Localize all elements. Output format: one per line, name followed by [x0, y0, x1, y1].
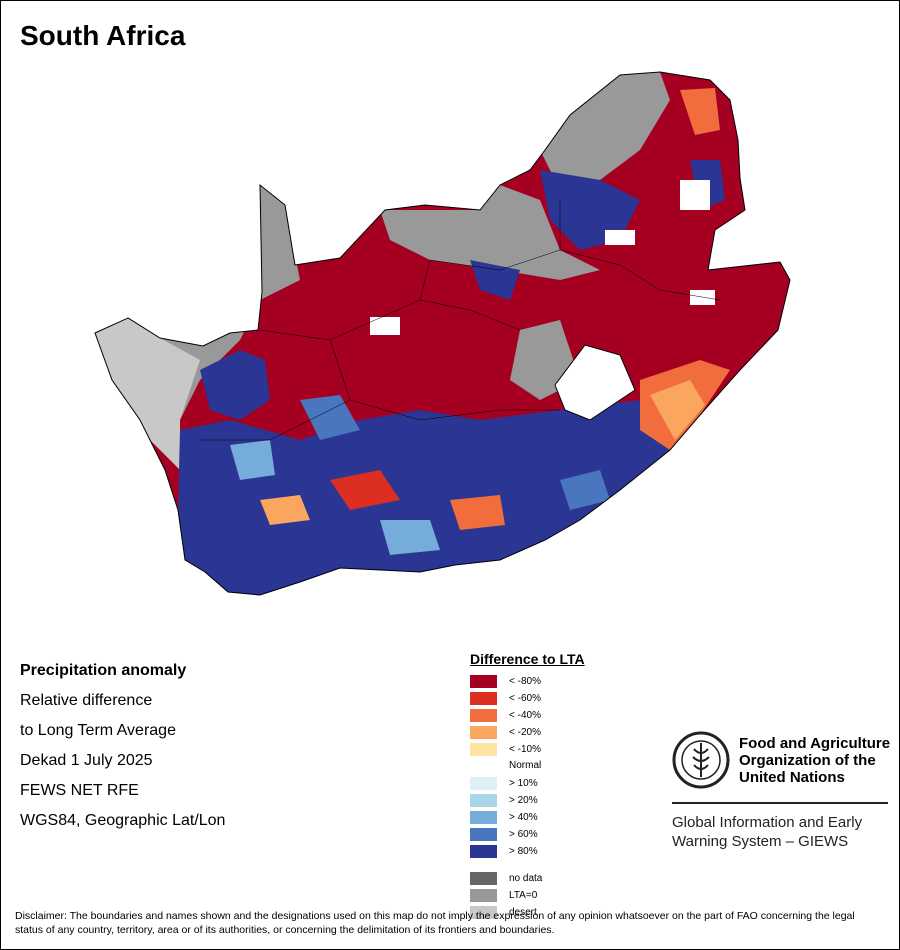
sa-land — [95, 72, 790, 595]
legend-label: < -20% — [509, 727, 541, 738]
disclaimer: Disclaimer: The boundaries and names sho… — [15, 910, 855, 936]
legend-rows: < -80% < -60% < -40% < -20% < -10% Normal > 10… — [470, 673, 585, 860]
giews-line-1: Global Information and Early — [672, 814, 863, 831]
fao-name-line-3: United Nations — [739, 769, 845, 786]
map-info: Precipitation anomaly Relative differenc… — [20, 656, 225, 836]
legend-item: > 60% — [470, 826, 585, 843]
legend-title: Difference to LTA — [470, 651, 585, 667]
legend-label: < -80% — [509, 676, 541, 687]
precipitation-anomaly-map — [94, 71, 791, 596]
legend-label: > 20% — [509, 795, 538, 806]
info-line-6: WGS84, Geographic Lat/Lon — [20, 812, 226, 829]
fao-divider — [672, 802, 888, 804]
fao-name-line-2: Organization of the — [739, 752, 876, 769]
legend-item: < -80% — [470, 673, 585, 690]
fao-name-line-1: Food and Agriculture — [739, 735, 891, 752]
legend-item: > 40% — [470, 809, 585, 826]
legend-label: no data — [509, 873, 543, 884]
legend-label: < -40% — [509, 710, 541, 721]
legend-extra-item: no data — [470, 870, 585, 887]
legend-swatch — [470, 726, 497, 739]
legend-extra: no data LTA=0 desert — [470, 870, 585, 921]
legend-label: Normal — [509, 760, 542, 771]
giews-name: Global Information and Early Warning Sys… — [672, 813, 900, 851]
legend-swatch — [470, 906, 497, 919]
giews-line-2: Warning System – GIEWS — [672, 833, 849, 850]
legend-label: desert — [509, 907, 537, 918]
legend-item: > 80% — [470, 843, 585, 860]
legend-swatch — [470, 889, 497, 902]
legend-swatch — [470, 845, 497, 858]
legend-extra-item: desert — [470, 904, 585, 921]
legend-item: < -40% — [470, 707, 585, 724]
lesotho-outline — [554, 344, 636, 421]
legend-label: > 10% — [509, 778, 538, 789]
legend-swatch — [470, 692, 497, 705]
legend-label: > 40% — [509, 812, 538, 823]
legend-item: Normal — [470, 758, 585, 775]
legend-swatch — [470, 777, 497, 790]
info-line-4: Dekad 1 July 2025 — [20, 752, 153, 769]
legend-swatch — [470, 811, 497, 824]
legend-swatch — [470, 794, 497, 807]
fao-emblem-icon — [672, 731, 730, 789]
legend-swatch — [470, 872, 497, 885]
legend-label: < -60% — [509, 693, 541, 704]
legend-swatch — [470, 828, 497, 841]
legend-item: > 10% — [470, 775, 585, 792]
legend-label: > 80% — [509, 846, 538, 857]
legend-swatch — [470, 709, 497, 722]
legend-swatch — [470, 675, 497, 688]
legend: Difference to LTA < -80% < -60% < -40% < -2… — [470, 651, 585, 921]
info-line-3: to Long Term Average — [20, 722, 176, 739]
map-title: South Africa — [20, 20, 186, 51]
fao-name: Food and Agriculture Organization of the… — [739, 735, 899, 786]
info-line-5: FEWS NET RFE — [20, 782, 139, 799]
legend-swatch — [470, 743, 497, 756]
info-line-2: Relative difference — [20, 692, 153, 709]
fao-block: Food and Agriculture Organization of the… — [672, 731, 890, 850]
info-line-1: Precipitation anomaly — [20, 662, 187, 679]
legend-label: < -10% — [509, 744, 541, 755]
legend-item: < -60% — [470, 690, 585, 707]
legend-label: > 60% — [509, 829, 538, 840]
country-outline — [94, 71, 791, 596]
legend-item: < -20% — [470, 724, 585, 741]
legend-extra-item: LTA=0 — [470, 887, 585, 904]
legend-label: LTA=0 — [509, 890, 538, 901]
province-borders — [200, 200, 721, 441]
legend-item: < -10% — [470, 741, 585, 758]
legend-item: > 20% — [470, 792, 585, 809]
